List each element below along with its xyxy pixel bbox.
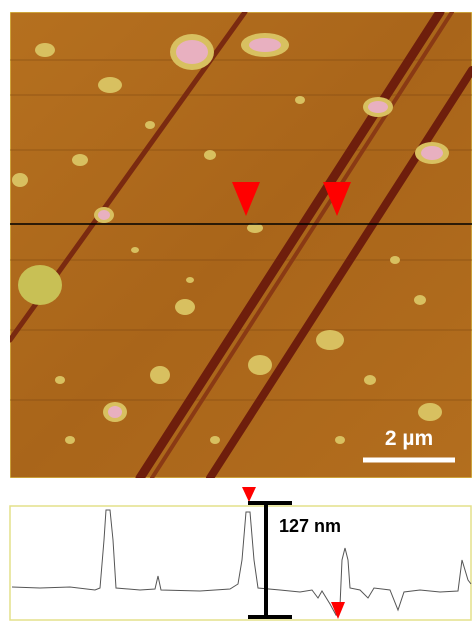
height-label: 127 nm [279, 516, 341, 536]
profile-frame [10, 506, 471, 620]
afm-image: 2 µm [10, 12, 472, 478]
height-profile: 127 nm [10, 487, 471, 620]
page: 2 µm 127 nm (() => { const data = JSON.p… [0, 0, 472, 624]
marker [242, 487, 256, 502]
figure: 2 µm 127 nm [0, 0, 472, 624]
scale-bar-label: 2 µm [385, 427, 433, 450]
